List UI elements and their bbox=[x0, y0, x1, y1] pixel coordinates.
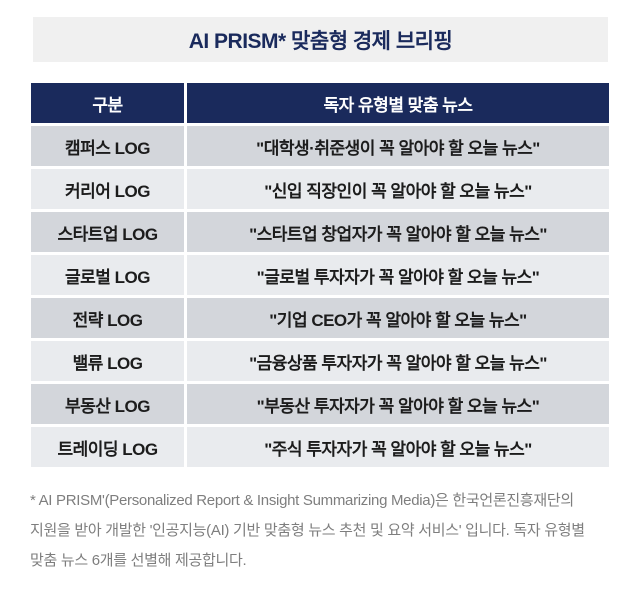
title-bar: AI PRISM* 맞춤형 경제 브리핑 bbox=[33, 17, 608, 62]
table-row: 글로벌 LOG "글로벌 투자자가 꼭 알아야 할 오늘 뉴스" bbox=[31, 255, 609, 295]
news-cell: "주식 투자자가 꼭 알아야 할 오늘 뉴스" bbox=[187, 427, 609, 467]
table-row: 스타트업 LOG "스타트업 창업자가 꼭 알아야 할 오늘 뉴스" bbox=[31, 212, 609, 252]
category-cell: 글로벌 LOG bbox=[31, 255, 184, 295]
category-cell: 밸류 LOG bbox=[31, 341, 184, 381]
table-row: 트레이딩 LOG "주식 투자자가 꼭 알아야 할 오늘 뉴스" bbox=[31, 427, 609, 467]
category-cell: 캠퍼스 LOG bbox=[31, 126, 184, 166]
page-title: AI PRISM* 맞춤형 경제 브리핑 bbox=[188, 29, 453, 53]
footnote: * AI PRISM'(Personalized Report & Insigh… bbox=[30, 492, 585, 569]
table-row: 밸류 LOG "금융상품 투자자가 꼭 알아야 할 오늘 뉴스" bbox=[31, 341, 609, 381]
table-row: 부동산 LOG "부동산 투자자가 꼭 알아야 할 오늘 뉴스" bbox=[31, 384, 609, 424]
category-cell: 커리어 LOG bbox=[31, 169, 184, 209]
category-cell: 부동산 LOG bbox=[31, 384, 184, 424]
table-row: 커리어 LOG "신입 직장인이 꼭 알아야 할 오늘 뉴스" bbox=[31, 169, 609, 209]
table-row: 전략 LOG "기업 CEO가 꼭 알아야 할 오늘 뉴스" bbox=[31, 298, 609, 338]
news-cell: "부동산 투자자가 꼭 알아야 할 오늘 뉴스" bbox=[187, 384, 609, 424]
table-row: 캠퍼스 LOG "대학생·취준생이 꼭 알아야 할 오늘 뉴스" bbox=[31, 126, 609, 166]
category-cell: 스타트업 LOG bbox=[31, 212, 184, 252]
news-cell: "기업 CEO가 꼭 알아야 할 오늘 뉴스" bbox=[187, 298, 609, 338]
news-cell: "글로벌 투자자가 꼭 알아야 할 오늘 뉴스" bbox=[187, 255, 609, 295]
category-cell: 전략 LOG bbox=[31, 298, 184, 338]
category-cell: 트레이딩 LOG bbox=[31, 427, 184, 467]
column-header-news: 독자 유형별 맞춤 뉴스 bbox=[187, 83, 609, 123]
column-header-category: 구분 bbox=[31, 83, 184, 123]
table-header-row: 구분 독자 유형별 맞춤 뉴스 bbox=[31, 83, 609, 123]
news-cell: "신입 직장인이 꼭 알아야 할 오늘 뉴스" bbox=[187, 169, 609, 209]
news-cell: "금융상품 투자자가 꼭 알아야 할 오늘 뉴스" bbox=[187, 341, 609, 381]
news-cell: "대학생·취준생이 꼭 알아야 할 오늘 뉴스" bbox=[187, 126, 609, 166]
news-cell: "스타트업 창업자가 꼭 알아야 할 오늘 뉴스" bbox=[187, 212, 609, 252]
briefing-table: 구분 독자 유형별 맞춤 뉴스 캠퍼스 LOG "대학생·취준생이 꼭 알아야 … bbox=[28, 80, 612, 470]
